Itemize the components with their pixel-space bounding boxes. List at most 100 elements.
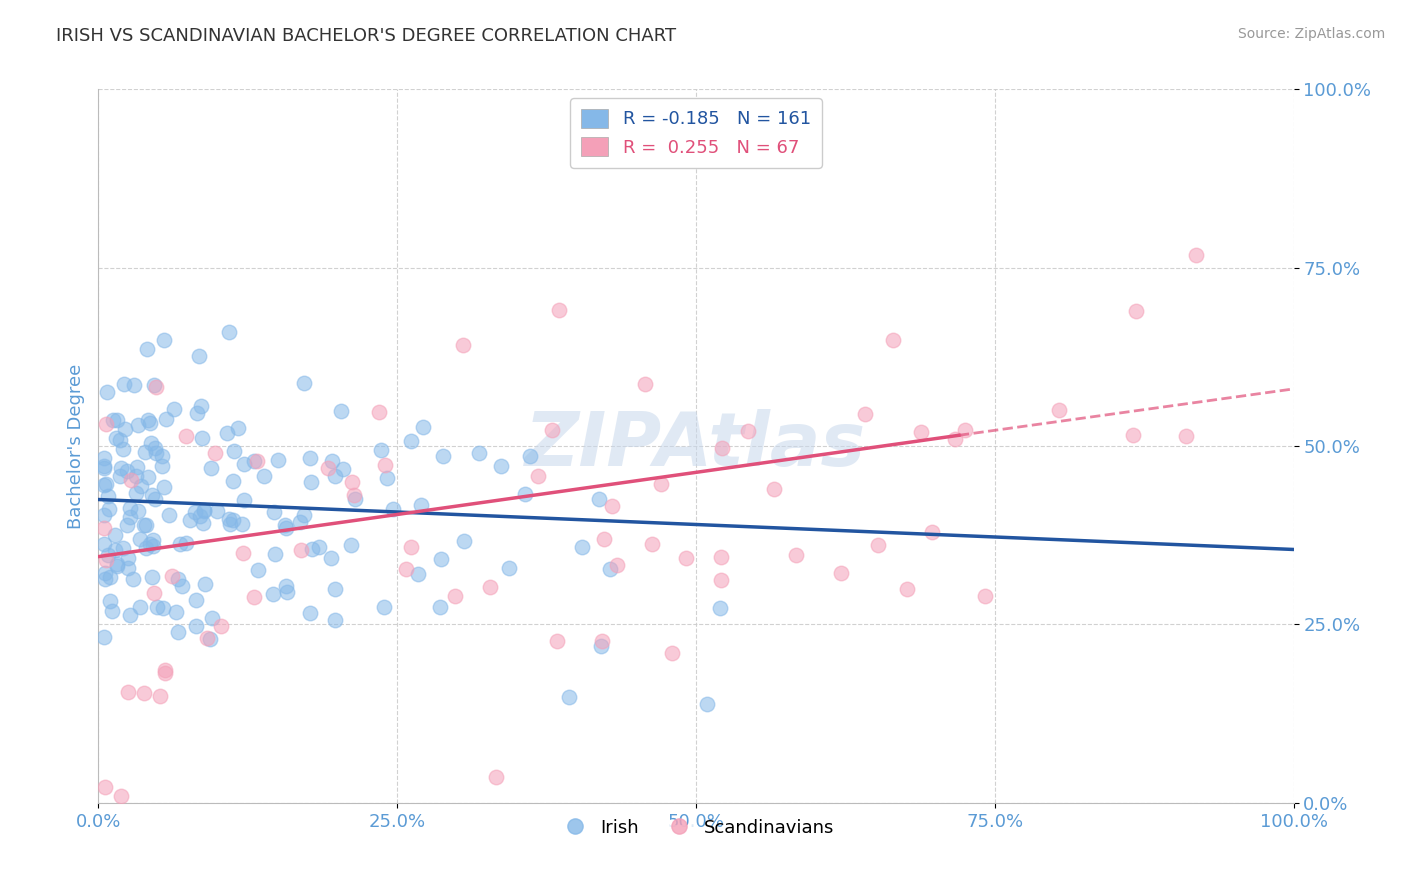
Point bbox=[498, 561, 520, 575]
Point bbox=[198, 632, 221, 647]
Point bbox=[93, 460, 115, 475]
Point bbox=[737, 424, 759, 438]
Point bbox=[195, 631, 218, 645]
Point bbox=[143, 378, 166, 392]
Point bbox=[292, 376, 315, 391]
Point bbox=[170, 579, 193, 593]
Point bbox=[264, 547, 287, 561]
Point bbox=[675, 551, 697, 566]
Text: ZIPAtlas: ZIPAtlas bbox=[526, 409, 866, 483]
Legend: Irish, Scandinavians: Irish, Scandinavians bbox=[550, 812, 842, 844]
Point bbox=[153, 333, 176, 347]
Point bbox=[853, 407, 876, 421]
Point bbox=[308, 541, 330, 555]
Point bbox=[661, 647, 683, 661]
Point bbox=[114, 421, 136, 435]
Point bbox=[127, 504, 149, 518]
Point bbox=[117, 551, 139, 566]
Point bbox=[93, 508, 115, 522]
Point bbox=[167, 572, 190, 586]
Point bbox=[290, 543, 312, 558]
Point bbox=[141, 488, 163, 502]
Point bbox=[219, 516, 242, 531]
Point bbox=[150, 450, 173, 464]
Point bbox=[94, 573, 117, 587]
Point bbox=[98, 570, 121, 584]
Point bbox=[489, 458, 512, 473]
Point bbox=[186, 406, 208, 420]
Point bbox=[399, 540, 422, 554]
Point bbox=[546, 634, 568, 648]
Point bbox=[118, 509, 141, 524]
Point bbox=[105, 558, 128, 572]
Point bbox=[319, 551, 342, 566]
Point bbox=[135, 518, 157, 533]
Point bbox=[323, 582, 346, 596]
Point bbox=[785, 548, 807, 562]
Point bbox=[165, 605, 187, 619]
Point bbox=[93, 537, 115, 551]
Point bbox=[381, 502, 404, 516]
Point bbox=[120, 608, 142, 623]
Point bbox=[115, 464, 138, 478]
Point bbox=[163, 402, 186, 417]
Point bbox=[141, 570, 163, 584]
Point bbox=[479, 580, 502, 594]
Point bbox=[117, 561, 139, 575]
Point bbox=[231, 517, 253, 532]
Point bbox=[96, 385, 118, 400]
Point bbox=[921, 524, 943, 539]
Point bbox=[373, 599, 395, 614]
Point bbox=[1185, 247, 1208, 261]
Point bbox=[218, 512, 240, 526]
Point bbox=[124, 378, 146, 392]
Point bbox=[274, 579, 297, 593]
Point bbox=[134, 445, 156, 459]
Point bbox=[94, 566, 117, 580]
Y-axis label: Bachelor's Degree: Bachelor's Degree bbox=[66, 363, 84, 529]
Point bbox=[896, 582, 918, 596]
Point bbox=[98, 594, 121, 608]
Point bbox=[444, 589, 467, 603]
Point bbox=[150, 458, 173, 473]
Point bbox=[97, 548, 120, 562]
Point bbox=[1049, 403, 1071, 417]
Point bbox=[193, 516, 215, 530]
Point bbox=[104, 543, 127, 558]
Point bbox=[111, 442, 134, 456]
Point bbox=[243, 590, 266, 604]
Point bbox=[146, 599, 169, 614]
Point bbox=[94, 417, 117, 431]
Point bbox=[711, 442, 734, 456]
Point bbox=[191, 431, 214, 445]
Point bbox=[179, 513, 201, 527]
Point bbox=[274, 521, 297, 535]
Point bbox=[93, 478, 115, 492]
Point bbox=[97, 489, 120, 503]
Point bbox=[262, 587, 284, 601]
Point bbox=[104, 528, 127, 542]
Point bbox=[910, 425, 932, 439]
Point bbox=[94, 780, 117, 794]
Point bbox=[266, 452, 288, 467]
Point bbox=[228, 421, 250, 435]
Point bbox=[429, 600, 451, 615]
Point bbox=[93, 630, 115, 644]
Point bbox=[1125, 303, 1147, 318]
Point bbox=[432, 449, 454, 463]
Point bbox=[218, 326, 240, 340]
Point bbox=[974, 589, 997, 603]
Point bbox=[253, 469, 276, 483]
Point bbox=[190, 399, 212, 413]
Point bbox=[412, 419, 434, 434]
Point bbox=[263, 505, 285, 519]
Point bbox=[232, 493, 254, 508]
Point bbox=[120, 500, 142, 515]
Point bbox=[243, 453, 266, 467]
Point bbox=[246, 453, 269, 467]
Point bbox=[217, 425, 239, 440]
Point bbox=[187, 350, 209, 364]
Point bbox=[375, 471, 398, 485]
Point bbox=[157, 508, 180, 523]
Point bbox=[93, 459, 115, 474]
